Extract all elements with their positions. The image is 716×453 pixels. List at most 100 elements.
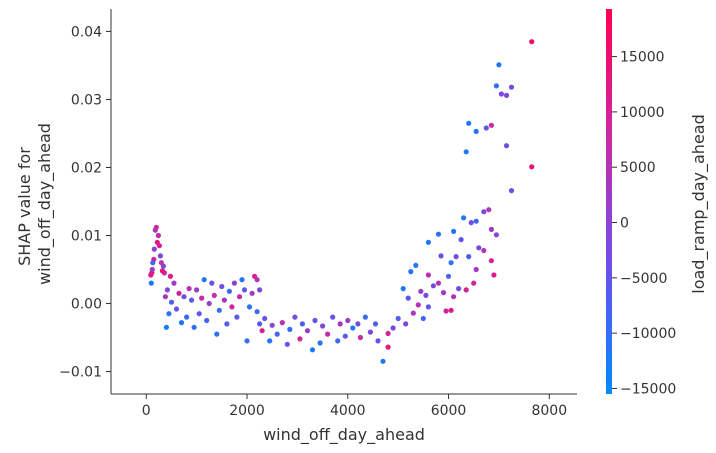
scatter-point-3 xyxy=(508,84,515,90)
scatter-point-45 xyxy=(423,292,429,298)
scatter-point-116 xyxy=(196,311,202,317)
x-tick-label-3: 6000 xyxy=(431,403,467,419)
scatter-point-23 xyxy=(425,239,431,245)
scatter-point-24 xyxy=(458,237,464,243)
scatter-point-35 xyxy=(445,273,452,279)
y-axis-title-line-2: wind_off_day_ahead xyxy=(35,123,55,285)
scatter-point-142 xyxy=(152,227,158,233)
scatter-point-41 xyxy=(430,283,436,289)
scatter-point-14 xyxy=(481,209,487,215)
scatter-point-147 xyxy=(148,280,154,286)
scatter-point-135 xyxy=(159,268,165,274)
scatter-point-51 xyxy=(425,304,431,310)
scatter-point-87 xyxy=(267,338,273,344)
scatter-point-10 xyxy=(503,143,510,149)
scatter-point-113 xyxy=(204,317,210,324)
scatter-point-145 xyxy=(150,260,156,266)
colorbar-tick-label-6: −15000 xyxy=(620,381,676,397)
colorbar-tick-label-2: 5000 xyxy=(620,160,656,176)
scatter-point-30 xyxy=(448,260,454,266)
scatter-point-81 xyxy=(292,314,298,320)
scatter-point-106 xyxy=(221,297,227,303)
scatter-point-54 xyxy=(420,315,426,322)
scatter-point-11 xyxy=(463,149,469,155)
scatter-point-124 xyxy=(176,290,182,296)
scatter-point-110 xyxy=(211,292,217,298)
x-tick-label-0: 0 xyxy=(142,403,151,419)
scatter-point-1 xyxy=(496,62,502,68)
scatter-point-78 xyxy=(304,328,311,334)
scatter-point-6 xyxy=(466,120,472,126)
colorbar-ticks: 15000 10000 5000 0 −5000 −10000 −15000 xyxy=(612,50,676,397)
x-ticks: 0 2000 4000 6000 8000 xyxy=(142,394,567,419)
scatter-point-70 xyxy=(337,321,343,327)
scatter-point-119 xyxy=(189,297,195,303)
scatter-point-25 xyxy=(476,245,482,251)
scatter-point-53 xyxy=(410,310,416,316)
scatter-point-67 xyxy=(350,325,356,331)
scatter-point-52 xyxy=(415,302,421,308)
scatter-point-80 xyxy=(297,336,303,342)
scatter-point-75 xyxy=(317,340,323,346)
scatter-point-38 xyxy=(471,280,477,286)
scatter-point-83 xyxy=(284,341,290,347)
scatter-point-104 xyxy=(226,288,232,294)
scatter-point-13 xyxy=(508,188,515,194)
scatter-point-44 xyxy=(418,288,424,294)
y-tick-label-3: 0.01 xyxy=(71,229,102,245)
scatter-point-143 xyxy=(151,246,157,252)
scatter-point-64 xyxy=(362,314,368,320)
scatter-point-128 xyxy=(167,273,173,279)
scatter-point-105 xyxy=(224,321,230,327)
scatter-point-60 xyxy=(380,358,386,364)
scatter-point-76 xyxy=(312,317,318,324)
colorbar xyxy=(606,9,612,394)
y-axis-title: SHAP value for wind_off_day_ahead xyxy=(15,123,55,285)
scatter-point-77 xyxy=(309,347,316,353)
scatter-point-114 xyxy=(201,277,207,283)
scatter-point-74 xyxy=(320,323,326,329)
scatter-point-15 xyxy=(461,215,467,221)
scatter-point-63 xyxy=(367,329,373,335)
scatter-point-59 xyxy=(385,344,391,350)
scatter-point-132 xyxy=(162,294,168,300)
scatter-point-94 xyxy=(257,287,263,293)
colorbar-title: load_ramp_day_ahead xyxy=(689,114,709,294)
scatter-point-118 xyxy=(191,324,197,330)
scatter-point-4 xyxy=(498,91,504,97)
scatter-point-136 xyxy=(158,260,164,266)
points-layer xyxy=(148,39,535,364)
scatter-point-99 xyxy=(239,277,245,283)
scatter-point-89 xyxy=(259,328,265,334)
scatter-point-108 xyxy=(216,307,222,313)
scatter-point-58 xyxy=(385,330,391,337)
scatter-point-5 xyxy=(503,92,510,98)
scatter-point-102 xyxy=(231,280,237,286)
scatter-point-29 xyxy=(453,254,459,260)
x-tick-label-1: 2000 xyxy=(229,403,265,419)
scatter-point-139 xyxy=(155,232,161,239)
y-tick-label-5: −0.01 xyxy=(59,365,102,381)
scatter-point-127 xyxy=(168,299,175,305)
scatter-point-107 xyxy=(219,283,225,290)
scatter-point-95 xyxy=(249,290,255,296)
scatter-point-126 xyxy=(171,280,177,286)
scatter-point-7 xyxy=(488,122,494,128)
scatter-point-129 xyxy=(166,311,172,317)
scatter-point-96 xyxy=(246,304,253,310)
scatter-point-148 xyxy=(149,266,155,273)
scatter-point-117 xyxy=(194,287,200,293)
colorbar-tick-label-3: 0 xyxy=(620,216,629,232)
y-tick-label-1: 0.03 xyxy=(71,92,102,108)
scatter-point-125 xyxy=(173,306,180,312)
y-axis-title-line-1: SHAP value for xyxy=(15,147,34,266)
scatter-point-56 xyxy=(395,315,401,322)
scatter-point-131 xyxy=(163,324,169,330)
scatter-point-79 xyxy=(299,321,305,327)
scatter-point-28 xyxy=(466,254,472,260)
scatter-point-31 xyxy=(438,253,444,259)
scatter-point-17 xyxy=(473,218,479,224)
scatter-point-72 xyxy=(330,314,336,320)
scatter-point-66 xyxy=(355,321,361,327)
